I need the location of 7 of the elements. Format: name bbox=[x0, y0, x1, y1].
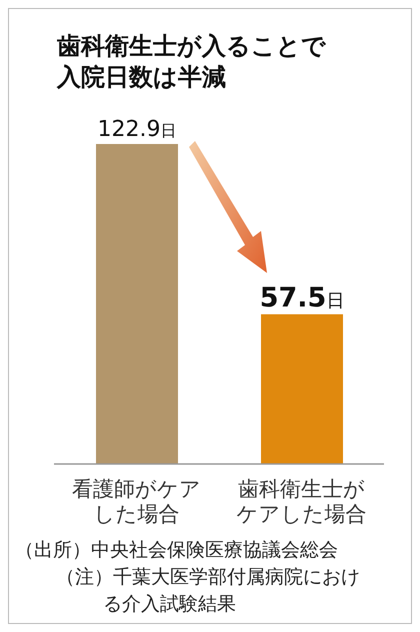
data-label: 57.5日 bbox=[260, 282, 344, 314]
text: （注）千葉大医学部付属病院における介入試験結果 bbox=[55, 565, 361, 617]
x-tick-label: 歯科衛生士がケアした場合 bbox=[236, 477, 366, 526]
text: （出所）中央社会保険医療協議会総会 bbox=[15, 538, 339, 563]
x-tick-label: 看護師がケアした場合 bbox=[72, 477, 201, 526]
chart-title: 歯科衛生士が入ることで入院日数は半減 bbox=[57, 31, 327, 93]
data-label: 122.9日 bbox=[98, 117, 176, 142]
